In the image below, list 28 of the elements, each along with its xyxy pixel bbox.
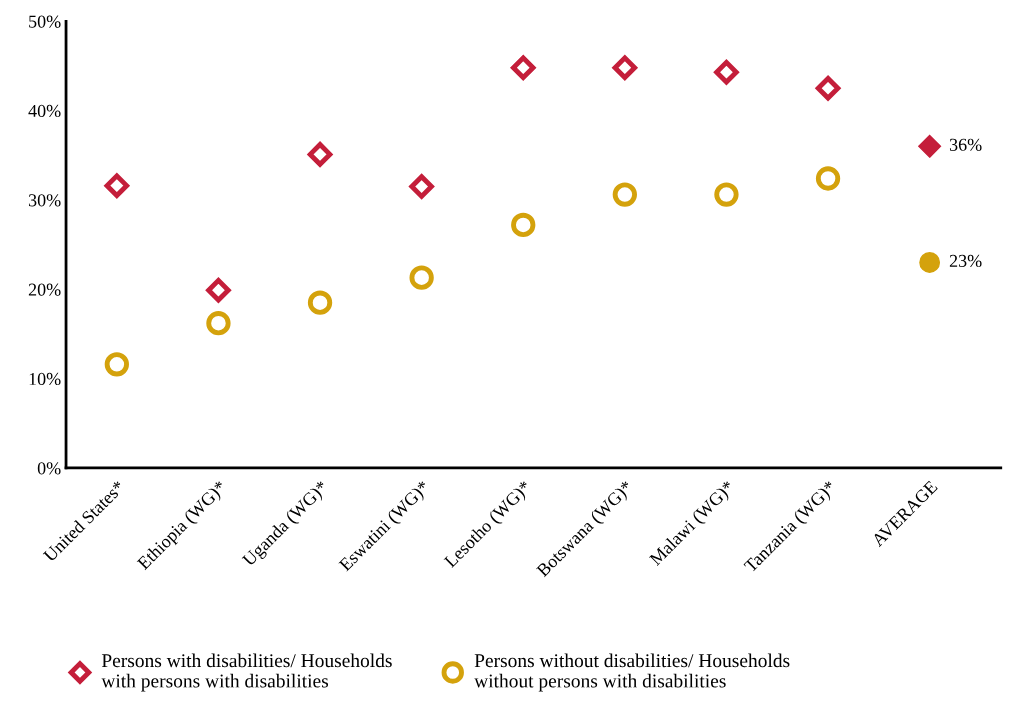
point	[307, 142, 333, 167]
point	[714, 182, 739, 207]
point	[104, 352, 129, 377]
y-tick-label: 30%	[28, 194, 61, 207]
point	[612, 182, 637, 207]
point	[409, 265, 434, 290]
point	[206, 311, 231, 336]
point	[409, 174, 434, 199]
point	[918, 134, 942, 158]
legend-label: Persons with disabilities/ Households with persons with disabilities	[101, 653, 392, 692]
point	[104, 173, 130, 198]
y-tick-label: 0%	[37, 462, 61, 475]
point	[815, 166, 841, 191]
y-tick-label: 40%	[28, 104, 61, 118]
point	[307, 290, 333, 315]
point	[206, 277, 231, 303]
point	[714, 59, 739, 85]
data-label: 23%	[949, 254, 982, 268]
point	[510, 55, 536, 80]
y-tick-label: 20%	[28, 283, 61, 296]
legend-label: Persons without disabilities/ Households without persons with disabilities	[474, 653, 790, 692]
data-label: 36%	[949, 138, 982, 151]
y-tick-label: 50%	[29, 15, 61, 28]
point	[612, 55, 638, 80]
y-tick-label: 10%	[29, 372, 61, 386]
point	[815, 76, 841, 101]
point	[919, 252, 941, 273]
point	[511, 212, 536, 238]
